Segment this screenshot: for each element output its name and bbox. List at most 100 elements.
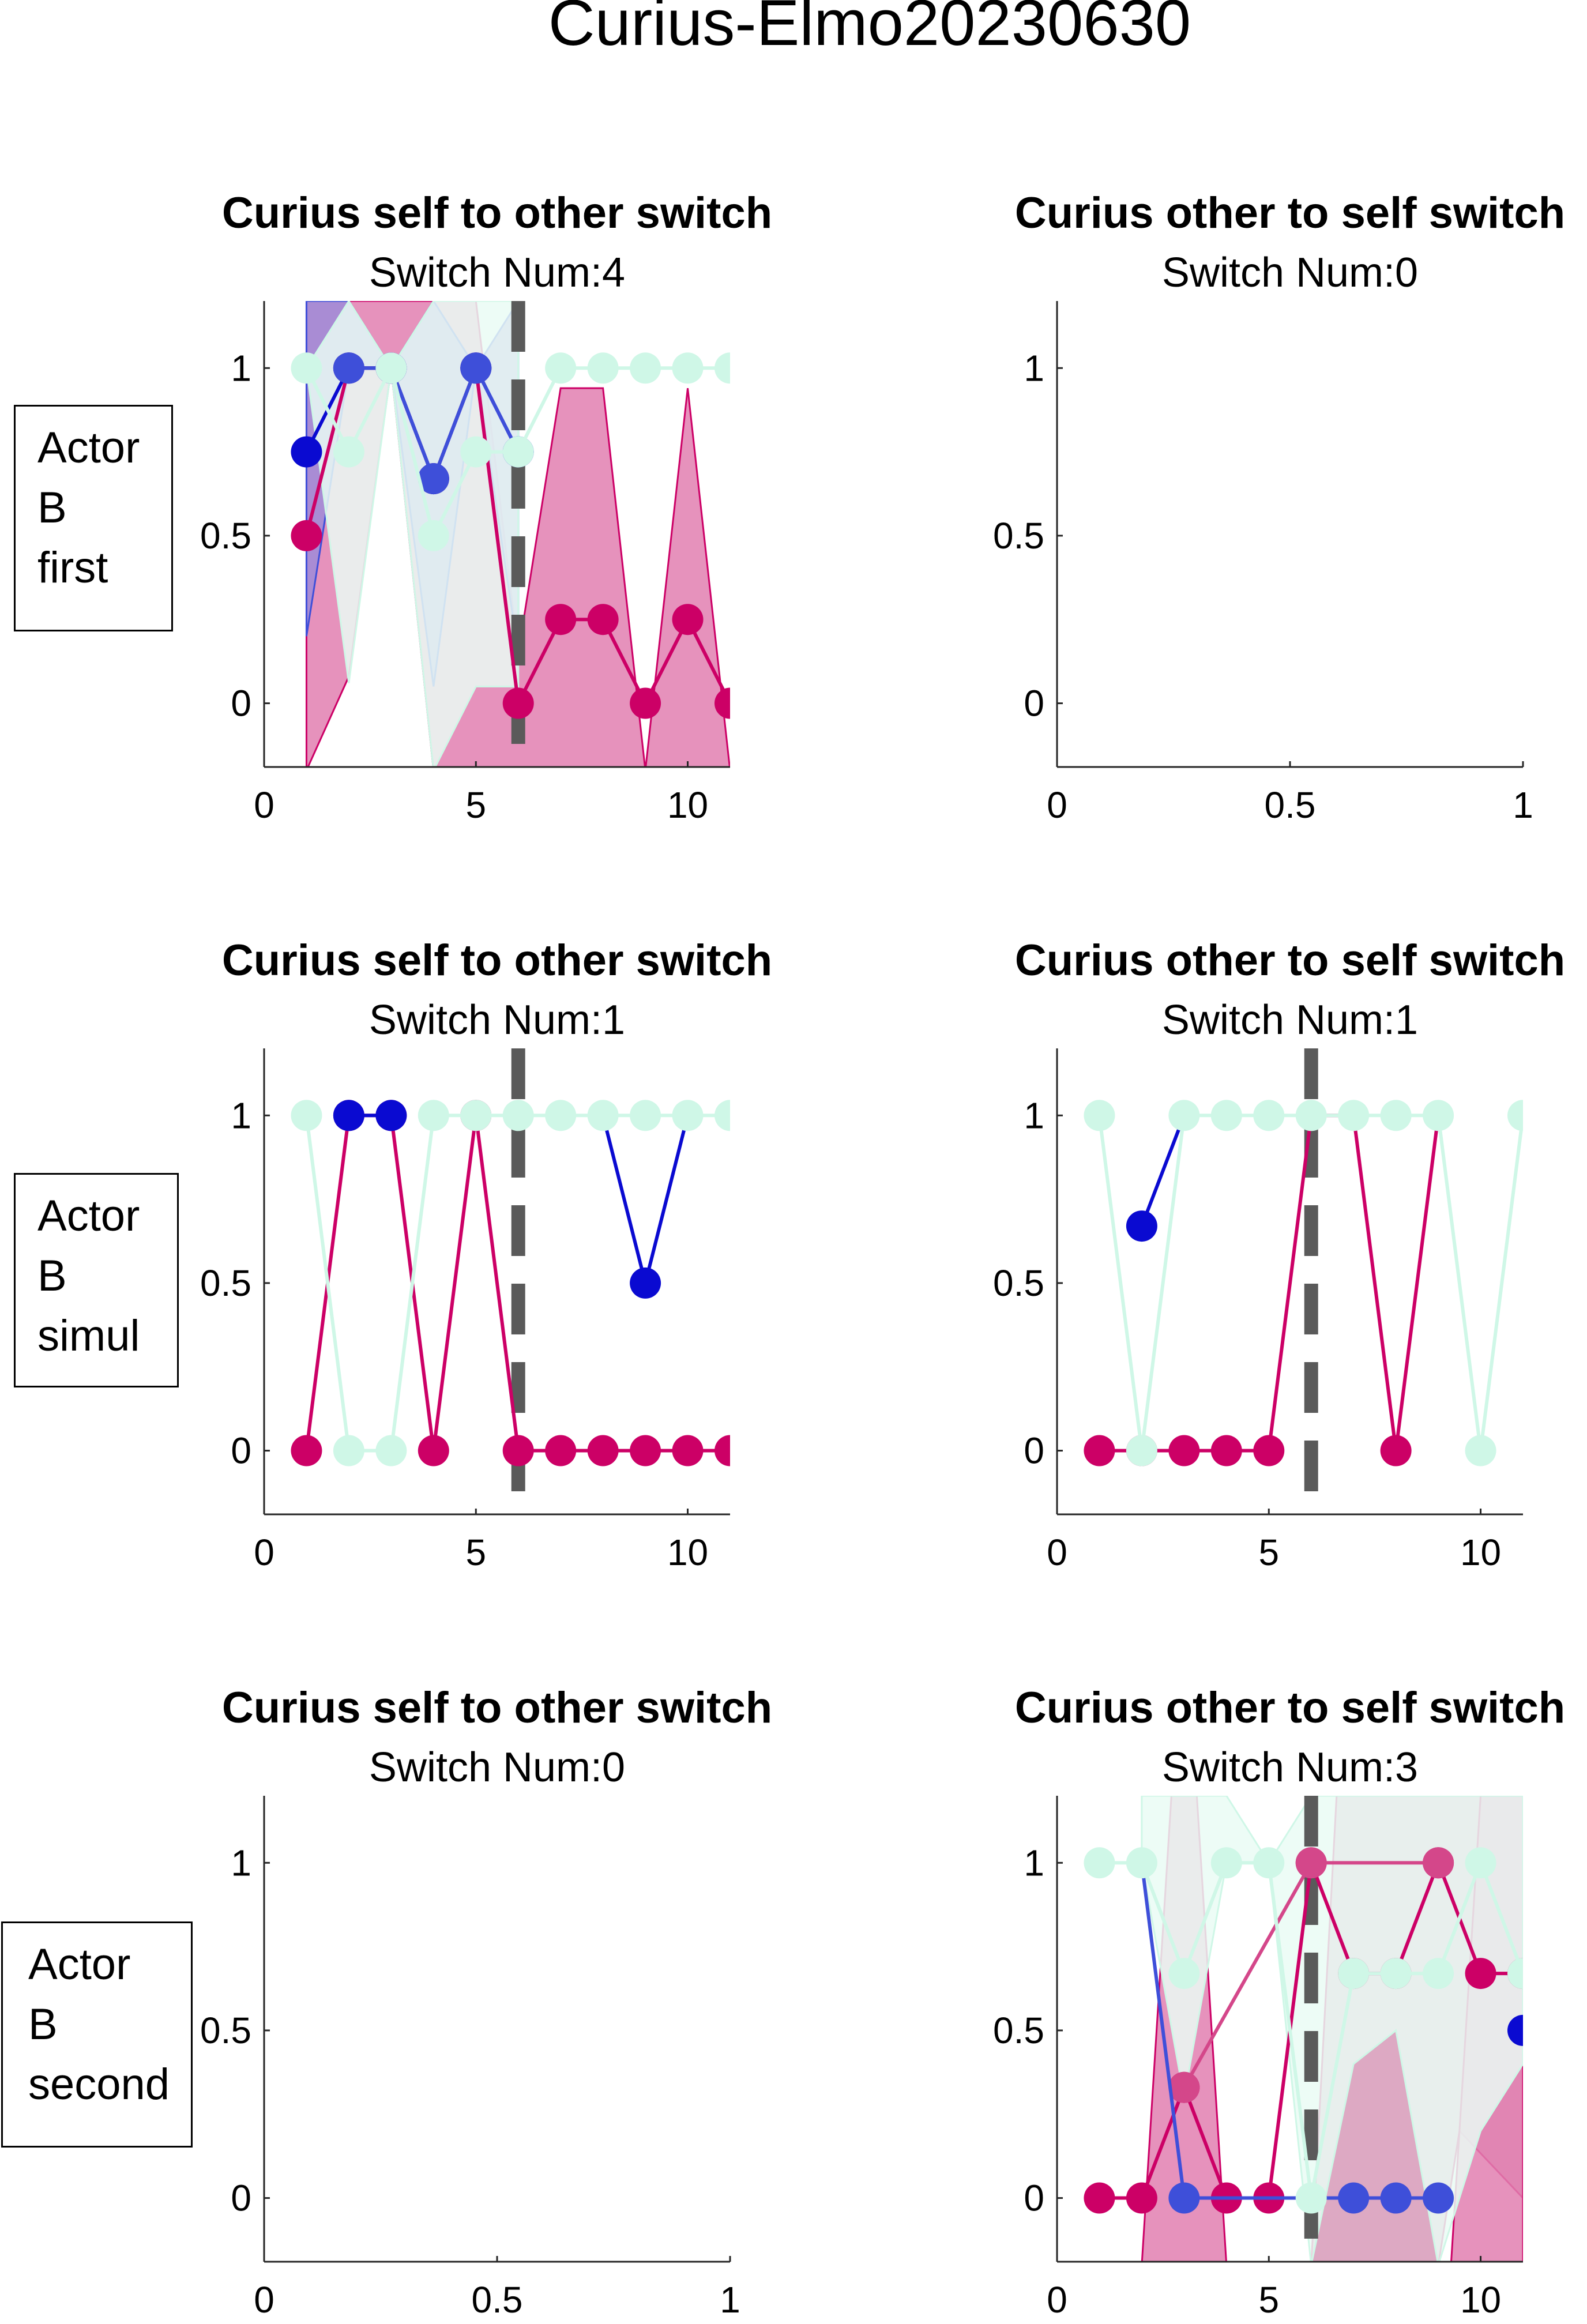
row-label-simul-line-2: B	[37, 1251, 67, 1300]
figure-title: Curius-Elmo20230630	[548, 0, 1191, 59]
data-point	[1126, 2182, 1157, 2214]
data-point	[1126, 1210, 1157, 1242]
data-point	[1084, 1100, 1115, 1131]
y-tick-label: 0	[231, 2178, 251, 2219]
data-point	[587, 1100, 619, 1131]
data-point	[418, 1435, 449, 1466]
data-point	[587, 604, 619, 635]
data-point	[672, 1435, 704, 1466]
row-label-second-line-3: second	[28, 2060, 170, 2109]
panel-title: Curius other to self switch	[1015, 1683, 1565, 1732]
plot-area	[291, 301, 730, 767]
series-line-3	[601, 1115, 690, 1284]
panel-3: 0 5 10 0 0.5 1 Curius self to other switch Swit…	[200, 936, 772, 1573]
x-tick-label: 0.5	[472, 2279, 523, 2321]
data-point	[1084, 1847, 1115, 1879]
x-tick-label: 0	[1047, 2279, 1067, 2321]
data-point	[1507, 1958, 1523, 1990]
panel-subtitle: Switch Num:1	[1162, 997, 1418, 1043]
data-point	[545, 352, 577, 384]
data-point	[714, 687, 730, 719]
y-tick-label: 0.5	[993, 1262, 1044, 1304]
panel-title: Curius other to self switch	[1015, 189, 1565, 238]
x-tick-label: 5	[1258, 1532, 1279, 1573]
y-tick-label: 0.5	[993, 2010, 1044, 2051]
panel-subtitle: Switch Num:0	[369, 1744, 625, 1791]
row-label-second-line-1: Actor	[28, 1940, 131, 1989]
data-point	[502, 436, 534, 468]
data-point	[587, 352, 619, 384]
data-point	[630, 687, 661, 719]
panel-subtitle: Switch Num:1	[369, 997, 625, 1043]
data-point	[333, 1435, 364, 1466]
data-point	[1295, 2182, 1327, 2214]
plot-area	[291, 1048, 730, 1514]
series-line-2	[1140, 1115, 1186, 1227]
data-point	[1168, 2071, 1200, 2103]
data-point	[291, 1435, 322, 1466]
row-label-second: Actor B second	[1, 1921, 193, 2148]
data-point	[1168, 2182, 1200, 2214]
y-tick-label: 0.5	[200, 1262, 251, 1304]
panel-1: 0 5 10 0 0.5 1 Curius self to other switch Swit…	[200, 189, 772, 826]
data-point	[1295, 1847, 1327, 1879]
data-point	[545, 1435, 577, 1466]
x-tick-label: 0.5	[1265, 784, 1316, 826]
y-tick-label: 0.5	[993, 515, 1044, 556]
data-point	[630, 352, 661, 384]
data-point	[1338, 1100, 1370, 1131]
row-label-first: Actor B first	[14, 405, 173, 631]
data-point	[714, 352, 730, 384]
y-tick-label: 1	[1024, 347, 1044, 389]
data-point	[291, 352, 322, 384]
x-tick-label: 0	[254, 784, 274, 826]
y-tick-label: 0.5	[200, 515, 251, 556]
data-point	[1423, 2182, 1454, 2214]
x-tick-label: 10	[1460, 2279, 1501, 2321]
data-point	[1168, 1958, 1200, 1990]
data-point	[375, 352, 407, 384]
panel-title: Curius self to other switch	[222, 189, 772, 238]
data-point	[502, 1100, 534, 1131]
data-point	[714, 1100, 730, 1131]
data-point	[1423, 1847, 1454, 1879]
data-point	[714, 1435, 730, 1466]
data-point	[418, 520, 449, 551]
y-tick-label: 0	[231, 1430, 251, 1472]
x-tick-label: 5	[465, 784, 486, 826]
row-label-simul-line-3: simul	[37, 1311, 140, 1360]
y-tick-label: 1	[231, 1095, 251, 1136]
data-point	[333, 436, 364, 468]
x-tick-label: 5	[1258, 2279, 1279, 2321]
data-point	[672, 1100, 704, 1131]
data-point	[1084, 2182, 1115, 2214]
data-point	[1338, 1958, 1370, 1990]
row-label-first-line-1: Actor	[37, 423, 140, 472]
data-point	[1507, 1100, 1523, 1131]
data-point	[418, 463, 449, 495]
data-point	[418, 1100, 449, 1131]
panel-4: 0 5 10 0 0.5 1 Curius other to self switch Swit…	[993, 936, 1565, 1573]
data-point	[1380, 1958, 1412, 1990]
x-tick-label: 1	[1513, 784, 1533, 826]
data-point	[1168, 1100, 1200, 1131]
data-point	[1465, 1435, 1496, 1466]
x-tick-label: 0	[254, 1532, 274, 1573]
x-tick-label: 0	[1047, 1532, 1067, 1573]
y-tick-label: 1	[1024, 1095, 1044, 1136]
row-label-second-line-2: B	[28, 2000, 58, 2049]
data-point	[630, 1267, 661, 1299]
data-point	[1126, 1847, 1157, 1879]
data-point	[460, 436, 492, 468]
panel-subtitle: Switch Num:0	[1162, 250, 1418, 296]
data-point	[1465, 1958, 1496, 1990]
row-label-simul-line-1: Actor	[37, 1191, 140, 1240]
data-point	[1210, 1847, 1242, 1879]
x-tick-label: 5	[465, 1532, 486, 1573]
series-line-1	[1099, 1114, 1441, 1453]
y-tick-label: 0	[1024, 1430, 1044, 1472]
data-point	[333, 1100, 364, 1131]
y-tick-label: 1	[231, 1842, 251, 1883]
